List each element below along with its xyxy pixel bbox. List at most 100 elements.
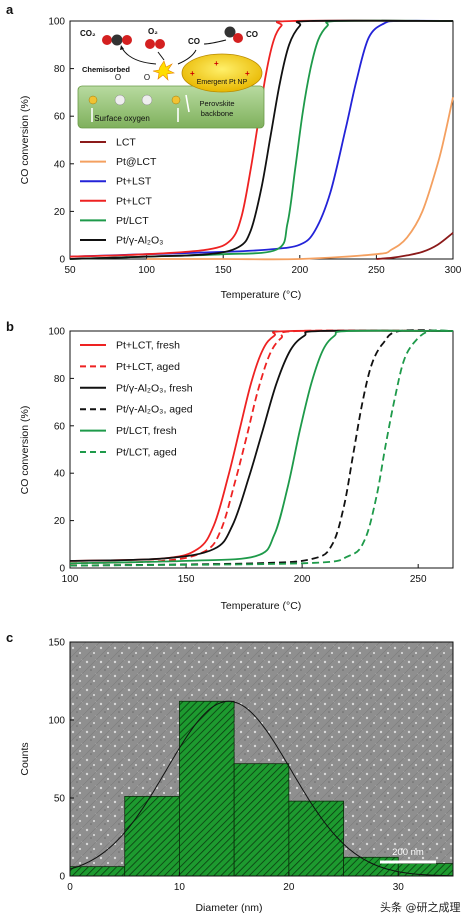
legend-entry-label: Pt/γ-Al₂O₃ — [116, 235, 163, 247]
legend-entry-label: Pt/LCT — [116, 215, 149, 227]
co-molecule-icon — [224, 26, 243, 43]
y-tick-label: 0 — [59, 564, 65, 575]
panel-a-axes: 50 100 150 200 250 300 0 20 40 60 80 100 — [48, 17, 461, 277]
chemisorbed-label: Chemisorbed — [82, 65, 130, 74]
x-tick-label: 30 — [393, 882, 405, 893]
watermark: 头条 @研之成理 — [380, 900, 461, 914]
series-line-pt-al-o-aged — [69, 329, 454, 567]
panel-c-frame — [69, 641, 454, 877]
y-tick-label: 0 — [59, 255, 65, 266]
legend-entry-label: Pt/γ-Al₂O₃, aged — [116, 404, 193, 416]
legend-entry-label: Pt+LCT, aged — [116, 361, 180, 373]
legend-entry-label: Pt/LCT, aged — [116, 447, 177, 459]
arrow-icon — [185, 94, 190, 113]
arrow-icon — [157, 51, 165, 61]
panel-a-x-axis-label: Temperature (°C) — [221, 289, 302, 301]
oxygen-atom-icon — [141, 94, 153, 106]
x-tick-label: 200 — [291, 265, 308, 276]
x-tick-label: 100 — [138, 265, 155, 276]
x-tick-label: 100 — [62, 574, 79, 585]
panel-c-y-axis-label: Counts — [19, 742, 31, 775]
panel-b-series — [69, 329, 454, 567]
panel-c-x-axis-label: Diameter (nm) — [195, 902, 262, 914]
legend-entry-label: Pt+LCT — [116, 195, 152, 207]
emergent-pt-np-label: Emergent Pt NP — [197, 79, 248, 86]
plus-sign-icon: + — [214, 59, 219, 68]
panel-a-y-axis-label: CO conversion (%) — [19, 96, 31, 185]
y-tick-label: 80 — [54, 374, 66, 385]
y-tick-label: 20 — [54, 207, 66, 218]
y-tick-label: 50 — [54, 794, 66, 805]
o2-molecule-icon — [145, 39, 165, 49]
lattice-atom-icon — [88, 95, 98, 105]
histogram-bar — [69, 866, 126, 877]
arrowhead-icon — [120, 45, 124, 50]
perovskite-backbone-slab — [77, 85, 265, 129]
series-line-pt-lct-fresh — [69, 329, 454, 565]
lattice-atom-icon — [171, 95, 181, 105]
legend-entry-label: Pt@LCT — [116, 156, 157, 168]
x-tick-label: 200 — [294, 574, 311, 585]
y-tick-label: 150 — [48, 638, 65, 649]
x-tick-label: 150 — [215, 265, 232, 276]
scale-bar-label: 200 nm — [392, 847, 424, 858]
legend-entry-label: Pt/LCT, fresh — [116, 425, 177, 437]
y-tick-label: 20 — [54, 516, 66, 527]
arrow-icon — [121, 47, 157, 65]
y-tick-label: 100 — [48, 327, 65, 338]
series-line-lct — [376, 232, 454, 260]
perovskite-label-line2: backbone — [201, 109, 234, 118]
series-line-pt-lct — [69, 19, 454, 258]
panel-a-series — [69, 19, 454, 261]
series-line-pt-lct-aged — [69, 329, 454, 567]
legend-entry-label: LCT — [116, 137, 136, 149]
legend-entry-label: Pt/γ-Al₂O₃, fresh — [116, 382, 193, 394]
histogram-bar — [179, 700, 235, 877]
plus-sign-icon: + — [190, 69, 195, 78]
series-line-pt-al-o-fresh — [69, 329, 454, 562]
x-tick-label: 0 — [67, 882, 73, 893]
reaction-spark-icon — [152, 60, 175, 81]
panel-c-histogram — [69, 700, 454, 877]
panel-c-letter: c — [6, 630, 13, 645]
oxygen-o-label-left: O — [115, 73, 121, 82]
panel-a: a 50 100 150 200 250 300 0 20 40 60 80 100 Temperat… — [6, 2, 462, 301]
series-line-pt-lct-fresh — [69, 329, 454, 562]
y-tick-label: 60 — [54, 421, 66, 432]
panel-b-axes: 100 150 200 250 0 20 40 60 80 100 — [48, 327, 427, 586]
o2-label: O₂ — [148, 27, 158, 36]
panel-b-letter: b — [6, 319, 14, 334]
gaussian-fit-curve — [69, 700, 454, 877]
histogram-bar — [343, 856, 399, 877]
perovskite-label-line1: Perovskite — [199, 99, 234, 108]
plus-sign-icon: + — [245, 69, 250, 78]
co2-molecule-icon — [102, 34, 132, 46]
mechanism-schematic: Surface oxygen Perovskite backbone Emerg… — [77, 26, 265, 129]
x-tick-label: 50 — [64, 265, 76, 276]
series-line-pt-lct — [146, 97, 454, 261]
x-tick-label: 300 — [445, 265, 462, 276]
arrow-icon — [203, 39, 227, 45]
co2-label: CO₂ — [80, 29, 96, 38]
histogram-bar — [233, 763, 290, 877]
histogram-bar — [124, 796, 180, 877]
series-line-pt-al-o- — [69, 19, 454, 260]
y-tick-label: 40 — [54, 469, 66, 480]
series-line-pt-lct-aged — [69, 329, 454, 565]
arrow-icon — [177, 49, 197, 65]
oxygen-o-label-right: O — [144, 73, 150, 82]
panel-a-letter: a — [6, 2, 14, 17]
co-label-right: CO — [246, 30, 258, 39]
y-tick-label: 60 — [54, 112, 66, 123]
panel-b-y-axis-label: CO conversion (%) — [19, 406, 31, 495]
legend-entry-label: Pt+LST — [116, 176, 152, 188]
panel-b-legend: Pt+LCT, fresh Pt+LCT, aged Pt/γ-Al₂O₃, fre… — [80, 340, 193, 459]
emergent-pt-np-particle — [181, 53, 263, 93]
x-tick-label: 10 — [174, 882, 186, 893]
histogram-bar — [288, 800, 344, 877]
x-tick-label: 150 — [178, 574, 195, 585]
y-tick-label: 80 — [54, 64, 66, 75]
histogram-bar — [397, 863, 454, 877]
